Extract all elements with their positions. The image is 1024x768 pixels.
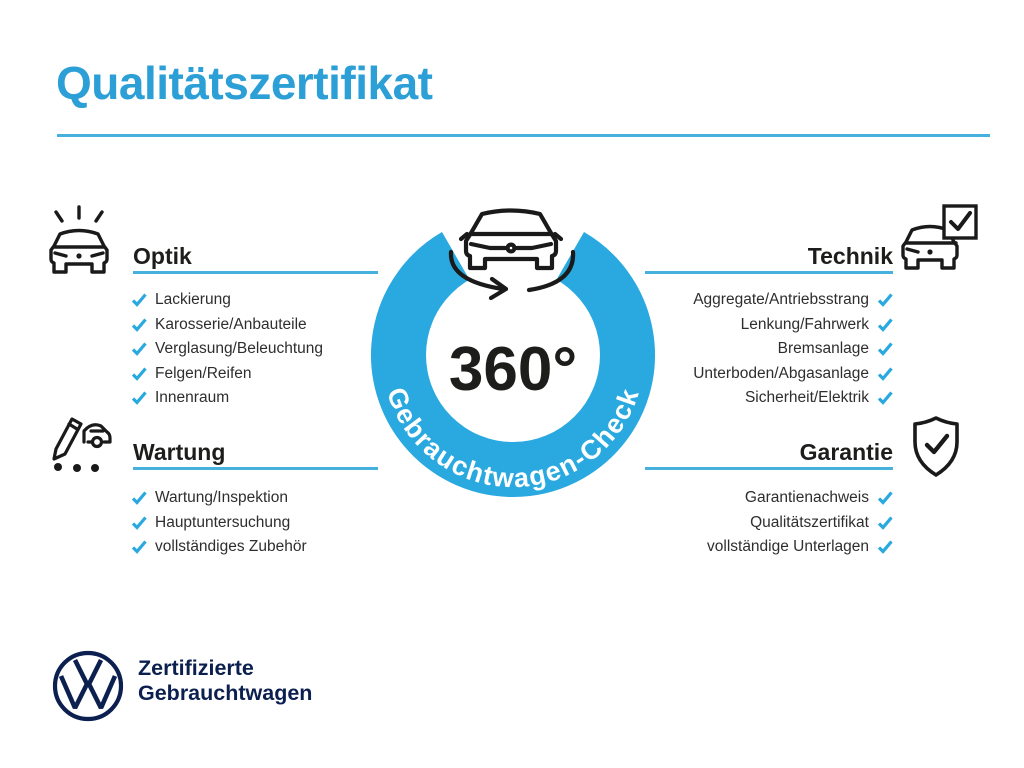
- check-icon: [131, 293, 147, 308]
- check-icon: [131, 342, 147, 357]
- list-item: vollständiges Zubehör: [131, 535, 307, 560]
- check-icon: [877, 516, 893, 530]
- list-item: Innenraum: [131, 386, 323, 411]
- checklist-optik: Lackierung Karosserie/Anbauteile Verglas…: [131, 288, 323, 411]
- list-item: Lenkung/Fahrwerk: [693, 313, 893, 338]
- check-icon: [877, 342, 893, 357]
- ring-shape: [371, 232, 655, 498]
- check-icon: [131, 391, 147, 406]
- list-item: Bremsanlage: [693, 337, 893, 362]
- check-icon: [131, 540, 147, 555]
- list-item: vollständige Unterlagen: [707, 535, 893, 560]
- footer-claim: Zertifizierte Gebrauchtwagen: [138, 656, 312, 705]
- section-rule-optik: [133, 271, 378, 274]
- list-item: Wartung/Inspektion: [131, 486, 307, 511]
- section-heading-technik: Technik: [807, 243, 893, 269]
- degree-label: 360°: [449, 335, 577, 404]
- check-icon: [877, 540, 893, 555]
- list-item: Unterboden/Abgasanlage: [693, 362, 893, 387]
- list-item: Verglasung/Beleuchtung: [131, 337, 323, 362]
- section-rule-technik: [645, 271, 893, 274]
- footer-claim-line2: Gebrauchtwagen: [138, 680, 313, 705]
- list-item: Aggregate/Antriebsstrang: [693, 288, 893, 313]
- list-item: Karosserie/Anbauteile: [131, 313, 323, 338]
- list-item: Hauptuntersuchung: [131, 511, 307, 536]
- list-item: Sicherheit/Elektrik: [693, 386, 893, 411]
- sparkling-car-icon: [49, 205, 109, 274]
- list-item: Garantienachweis: [707, 486, 893, 511]
- check-icon: [131, 318, 147, 332]
- check-icon: [877, 391, 893, 406]
- ring-inner-disc: [426, 268, 600, 442]
- 360-check-badge: Gebrauchtwagen-Check 360°: [371, 208, 655, 498]
- footer-claim-line1: Zertifizierte: [138, 656, 254, 680]
- car-checkbox-icon: [901, 204, 978, 270]
- list-item: Lackierung: [131, 288, 323, 313]
- section-rule-wartung: [133, 467, 378, 470]
- section-heading-wartung: Wartung: [133, 439, 226, 465]
- check-icon: [131, 367, 147, 381]
- check-icon: [131, 491, 147, 506]
- title-divider: [57, 134, 990, 137]
- check-icon: [877, 491, 893, 506]
- section-rule-garantie: [645, 467, 893, 470]
- vw-logo: [52, 650, 124, 722]
- section-heading-optik: Optik: [133, 243, 192, 269]
- rotating-car-icon: [448, 208, 576, 301]
- check-icon: [877, 367, 893, 381]
- check-icon: [877, 318, 893, 332]
- checklist-wartung: Wartung/Inspektion Hauptuntersuchung vol…: [131, 486, 307, 560]
- check-icon: [877, 293, 893, 308]
- section-heading-garantie: Garantie: [799, 439, 893, 465]
- checklist-technik: Aggregate/Antriebsstrang Lenkung/Fahrwer…: [693, 288, 893, 411]
- check-icon: [131, 516, 147, 530]
- shield-check-icon: [913, 416, 959, 477]
- page-title: Qualitätszertifikat: [56, 57, 433, 109]
- list-item: Felgen/Reifen: [131, 362, 323, 387]
- checklist-garantie: Garantienachweis Qualitätszertifikat vol…: [707, 486, 893, 560]
- pencil-car-icon: [52, 417, 112, 472]
- list-item: Qualitätszertifikat: [707, 511, 893, 536]
